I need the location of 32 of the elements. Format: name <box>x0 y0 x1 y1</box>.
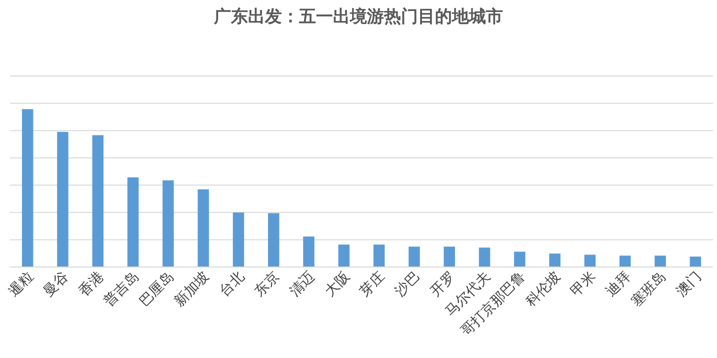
bar <box>127 177 139 267</box>
x-tick-label: 曼谷 <box>40 268 72 300</box>
bar <box>198 189 209 267</box>
x-tick-label: 沙巴 <box>392 268 424 300</box>
bar <box>654 256 666 267</box>
bar <box>268 213 280 267</box>
bar <box>478 248 490 267</box>
bar <box>584 254 596 267</box>
chart-title: 广东出发：五一出境游热门目的地城市 <box>213 7 503 26</box>
bar <box>22 109 34 267</box>
x-tick-label: 塞班岛 <box>628 268 670 310</box>
x-tick-label: 甲米 <box>568 268 600 300</box>
x-tick-label: 芽庄 <box>357 268 388 300</box>
bar <box>92 135 104 267</box>
bar <box>408 246 420 267</box>
x-tick-label: 澳门 <box>673 268 705 300</box>
bar <box>373 244 385 267</box>
x-tick-label: 台北 <box>216 268 248 300</box>
x-tick-label: 东京 <box>252 268 283 300</box>
x-tick-label: 清迈 <box>286 268 318 300</box>
bar <box>690 256 702 267</box>
bar <box>549 254 560 267</box>
bar <box>620 256 631 267</box>
x-tick-label: 暹粒 <box>6 268 37 300</box>
bar <box>232 212 244 267</box>
bar <box>514 252 526 267</box>
bar <box>162 180 174 267</box>
bar <box>338 244 350 267</box>
bar <box>444 246 455 267</box>
x-tick-label: 大阪 <box>322 268 354 300</box>
bar <box>57 132 68 267</box>
bar <box>303 236 314 267</box>
